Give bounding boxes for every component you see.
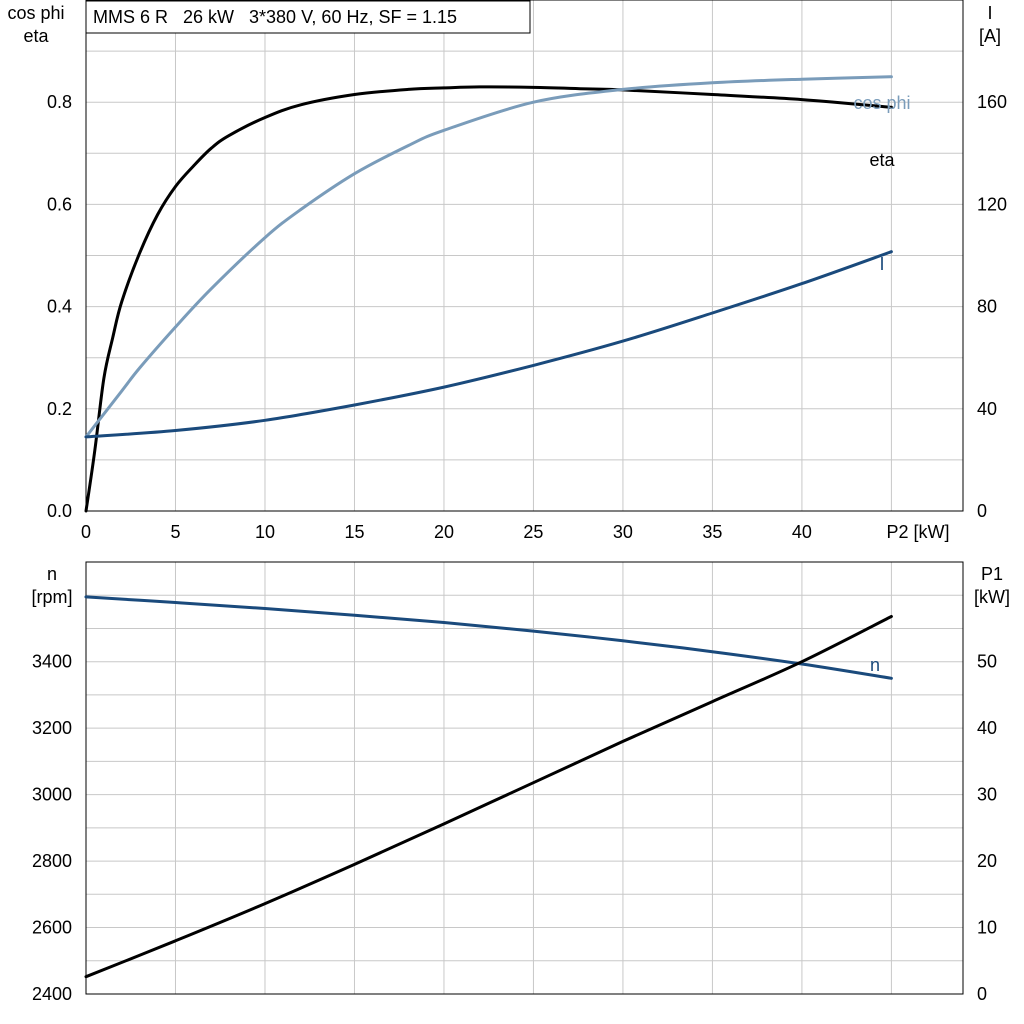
top-right-axis-title-1: I	[987, 3, 992, 23]
bottom-left-tick-label: 3200	[32, 718, 72, 738]
top-x-tick-label: 5	[170, 522, 180, 542]
top-left-tick-label: 0.0	[47, 501, 72, 521]
chart-title-box	[85, 0, 531, 34]
bottom-left-tick-label: 3400	[32, 652, 72, 672]
bottom-right-tick-label: 50	[977, 652, 997, 672]
top-left-tick-label: 0.6	[47, 194, 72, 214]
series-label-cos-phi: cos phi	[853, 93, 910, 113]
top-gridlines	[86, 0, 963, 511]
bottom-gridlines	[86, 562, 963, 994]
bottom-right-axis-title-2: [kW]	[974, 587, 1010, 607]
bottom-tick-labels: 2400 2600 2800 3000 3200 3400 0 10 20 30 40 50	[32, 652, 997, 1004]
top-right-tick-label: 0	[977, 501, 987, 521]
bottom-right-axis-title-1: P1	[981, 564, 1003, 584]
top-left-axis-title-1: cos phi	[7, 3, 64, 23]
bottom-curves	[84, 595, 893, 979]
bottom-plot-frame	[85, 561, 964, 995]
bottom-right-tick-label: 0	[977, 984, 987, 1004]
series-line-i	[84, 250, 893, 439]
series-line-bottom-series-1	[84, 615, 893, 979]
bottom-left-tick-label: 2800	[32, 851, 72, 871]
top-x-tick-label: 20	[434, 522, 454, 542]
series-label-n: n	[870, 655, 880, 675]
series-label-eta: eta	[869, 150, 895, 170]
bottom-right-tick-label: 10	[977, 918, 997, 938]
top-curves	[84, 75, 893, 513]
top-left-tick-label: 0.8	[47, 92, 72, 112]
series-line-n	[84, 595, 893, 680]
top-x-tick-label: 40	[792, 522, 812, 542]
top-left-tick-label: 0.4	[47, 297, 72, 317]
top-right-axis-title-2: [A]	[979, 26, 1001, 46]
bottom-right-tick-label: 20	[977, 851, 997, 871]
bottom-left-axis-title-2: [rpm]	[31, 587, 72, 607]
chart-title: MMS 6 R 26 kW 3*380 V, 60 Hz, SF = 1.15	[93, 7, 457, 27]
bottom-left-tick-label: 3000	[32, 785, 72, 805]
bottom-left-tick-label: 2400	[32, 984, 72, 1004]
top-x-axis-title: P2 [kW]	[886, 522, 949, 542]
top-x-tick-label: 15	[344, 522, 364, 542]
series-label-i: I	[879, 254, 884, 274]
top-tick-labels: 0.0 0.2 0.4 0.6 0.8 0 40 80 120 160 0 5 10 15 20 25 30 35…	[47, 92, 1007, 542]
top-plot-frame	[85, 0, 964, 512]
top-x-tick-label: 35	[702, 522, 722, 542]
top-panel: 0.0 0.2 0.4 0.6 0.8 0 40 80 120 160 0 5 10 15 20 25 30 35…	[7, 0, 1007, 542]
top-x-tick-label: 30	[613, 522, 633, 542]
top-x-tick-label: 10	[255, 522, 275, 542]
top-x-tick-label: 25	[523, 522, 543, 542]
bottom-right-tick-label: 30	[977, 785, 997, 805]
bottom-panel: 2400 2600 2800 3000 3200 3400 0 10 20 30 40 50 n [r…	[31, 561, 1010, 1004]
top-left-tick-label: 0.2	[47, 399, 72, 419]
top-right-tick-label: 80	[977, 297, 997, 317]
bottom-right-tick-label: 40	[977, 718, 997, 738]
top-right-tick-label: 160	[977, 92, 1007, 112]
top-right-tick-label: 40	[977, 399, 997, 419]
bottom-left-tick-label: 2600	[32, 918, 72, 938]
top-x-tick-label: 0	[81, 522, 91, 542]
bottom-left-axis-title-1: n	[47, 564, 57, 584]
series-line-cos-phi	[84, 75, 893, 439]
top-right-tick-label: 120	[977, 194, 1007, 214]
top-left-axis-title-2: eta	[23, 26, 49, 46]
